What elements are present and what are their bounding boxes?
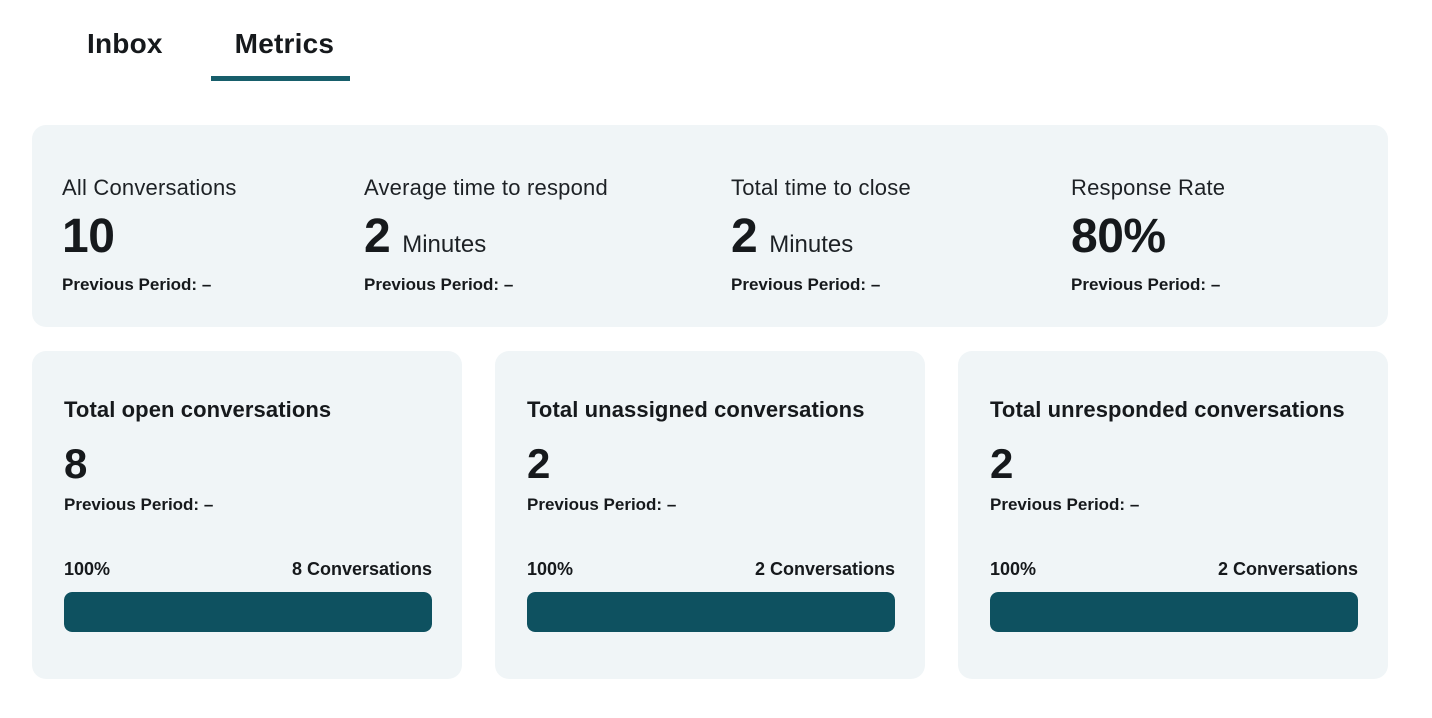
stat-unit: Minutes	[769, 231, 854, 258]
bar-labels: 100% 2 Conversations	[990, 559, 1358, 580]
stat-label: Response Rate	[1071, 175, 1226, 200]
stat-value: 80%	[1071, 210, 1166, 263]
card-previous-period: Previous Period: –	[990, 495, 1140, 514]
card-title: Total unresponded conversations	[990, 397, 1345, 422]
card-total-open-conversations: Total open conversations 8 Previous Peri…	[32, 351, 462, 679]
stat-value: 10	[62, 210, 115, 263]
card-previous-period: Previous Period: –	[527, 495, 677, 514]
bar-labels: 100% 8 Conversations	[64, 559, 432, 580]
bar-percent-label: 100%	[990, 559, 1037, 579]
card-value: 8	[64, 440, 88, 487]
stat-value: 2	[731, 210, 758, 263]
tab-inbox[interactable]: Inbox	[87, 28, 163, 59]
stat-value-row: 2 Minutes	[731, 213, 1041, 261]
progress-bar-track	[527, 592, 895, 632]
summary-stats-card: All Conversations 10 Previous Period: – …	[32, 125, 1388, 327]
stat-average-time-to-respond: Average time to respond 2 Minutes Previo…	[334, 175, 701, 327]
progress-bar-fill	[527, 592, 895, 632]
card-title: Total open conversations	[64, 397, 332, 422]
stat-value-row: 2 Minutes	[364, 213, 701, 261]
progress-bar-fill	[64, 592, 432, 632]
stat-value: 2	[364, 210, 391, 263]
card-previous-period: Previous Period: –	[64, 495, 214, 514]
bar-labels: 100% 2 Conversations	[527, 559, 895, 580]
progress-bar-fill	[990, 592, 1358, 632]
progress-bar-track	[990, 592, 1358, 632]
card-title: Total unassigned conversations	[527, 397, 865, 422]
stat-unit: Minutes	[402, 231, 487, 258]
bar-count-label: 8 Conversations	[291, 559, 432, 579]
stat-all-conversations: All Conversations 10 Previous Period: –	[32, 175, 334, 327]
card-value: 2	[527, 440, 551, 487]
card-total-unassigned-conversations: Total unassigned conversations 2 Previou…	[495, 351, 925, 679]
stat-previous-period: Previous Period: –	[731, 275, 881, 294]
card-total-unresponded-conversations: Total unresponded conversations 2 Previo…	[958, 351, 1388, 679]
stat-value-row: 80%	[1071, 213, 1388, 261]
stat-label: Average time to respond	[364, 175, 608, 200]
stat-response-rate: Response Rate 80% Previous Period: –	[1041, 175, 1388, 327]
bar-percent-label: 100%	[64, 559, 111, 579]
metric-cards-row: Total open conversations 8 Previous Peri…	[32, 351, 1388, 679]
tab-metrics[interactable]: Metrics	[210, 28, 351, 81]
stat-label: All Conversations	[62, 175, 237, 200]
tab-bar: Inbox Metrics	[0, 0, 1432, 81]
card-value: 2	[990, 440, 1014, 487]
bar-count-label: 2 Conversations	[754, 559, 895, 579]
stat-label: Total time to close	[731, 175, 911, 200]
stat-previous-period: Previous Period: –	[1071, 275, 1221, 294]
progress-bar-track	[64, 592, 432, 632]
bar-percent-label: 100%	[527, 559, 574, 579]
stat-previous-period: Previous Period: –	[364, 275, 514, 294]
stat-total-time-to-close: Total time to close 2 Minutes Previous P…	[701, 175, 1041, 327]
bar-count-label: 2 Conversations	[1217, 559, 1358, 579]
stat-value-row: 10	[62, 213, 334, 261]
stat-previous-period: Previous Period: –	[62, 275, 212, 294]
